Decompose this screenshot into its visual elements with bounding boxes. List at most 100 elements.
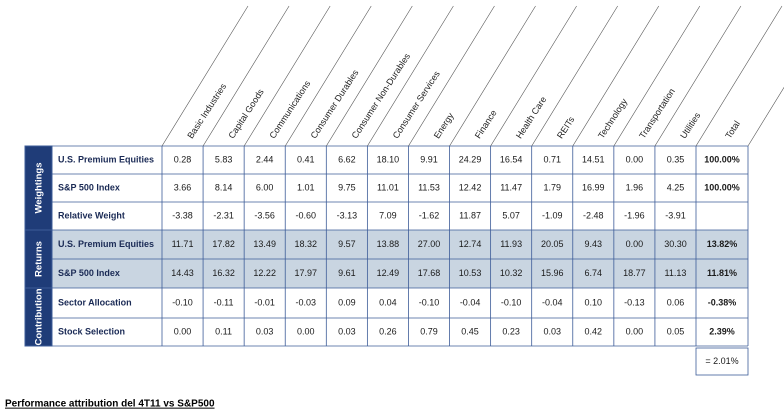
cell-value: 0.03 <box>338 326 356 336</box>
column-header: Transportation <box>637 87 677 141</box>
cell-value: 0.11 <box>215 326 232 336</box>
cell-value: -0.10 <box>172 297 193 307</box>
cell-value: 5.83 <box>215 154 233 164</box>
cell-value: -0.01 <box>254 297 275 307</box>
cell-value: 0.00 <box>174 326 192 336</box>
column-header: Basic Industries <box>185 81 228 140</box>
cell-value: 6.74 <box>585 268 603 278</box>
cell-value: -3.13 <box>337 210 358 220</box>
cell-value: 9.75 <box>338 182 356 192</box>
cell-value: 18.32 <box>295 239 318 249</box>
header-diagonal <box>284 5 372 147</box>
cell-value: 11.01 <box>377 182 399 192</box>
header-diagonal <box>531 5 618 147</box>
cell-value: 17.68 <box>418 268 441 278</box>
group-label: Contribution <box>34 288 45 345</box>
cell-value: 6.00 <box>256 182 274 192</box>
total-value: 2.39% <box>709 326 735 336</box>
column-header: Finance <box>473 108 499 140</box>
caption: Performance attribution del 4T11 vs S&P5… <box>5 399 215 410</box>
header-diagonal <box>572 5 660 147</box>
cell-value: 0.10 <box>585 297 603 307</box>
cell-value: 11.47 <box>500 182 522 192</box>
header-diagonal <box>367 5 454 147</box>
group-label: Weightings <box>34 162 45 213</box>
total-value: 13.82% <box>707 239 738 249</box>
cell-value: 0.00 <box>626 326 644 336</box>
cell-value: 13.88 <box>377 239 400 249</box>
column-header: Technology <box>596 96 629 140</box>
header-diagonal <box>243 5 331 147</box>
cell-value: 1.01 <box>297 182 315 192</box>
cell-value: 0.04 <box>379 297 397 307</box>
cell-value: 0.09 <box>338 297 356 307</box>
cell-value: 4.25 <box>667 182 685 192</box>
row-label: U.S. Premium Equities <box>58 154 154 164</box>
column-header: Capital Goods <box>226 87 266 141</box>
total-value: -0.38% <box>708 297 737 307</box>
cell-value: 10.53 <box>459 268 482 278</box>
column-header: Communications <box>267 78 312 140</box>
cell-value: 0.41 <box>297 154 315 164</box>
total-value: 100.00% <box>704 154 740 164</box>
cell-value: -1.62 <box>419 210 440 220</box>
cell-value: -3.91 <box>665 210 686 220</box>
cell-value: 16.99 <box>582 182 605 192</box>
cell-value: 5.07 <box>502 210 520 220</box>
cell-value: 11.53 <box>418 182 440 192</box>
cell-value: -0.10 <box>501 297 522 307</box>
cell-value: 1.79 <box>543 182 561 192</box>
total-value: 100.00% <box>704 182 740 192</box>
cell-value: -0.04 <box>542 297 563 307</box>
cell-value: 18.10 <box>377 154 400 164</box>
cell-value: -2.48 <box>583 210 604 220</box>
cell-value: 17.82 <box>212 239 235 249</box>
cell-value: 11.93 <box>500 239 522 249</box>
row-label: Relative Weight <box>58 210 125 220</box>
header-diagonal <box>161 5 249 147</box>
row-label: Stock Selection <box>58 326 125 336</box>
cell-value: 0.05 <box>667 326 685 336</box>
cell-value: 6.62 <box>338 154 356 164</box>
cell-value: 0.00 <box>626 239 644 249</box>
cell-value: 8.14 <box>215 182 233 192</box>
cell-value: 0.42 <box>585 326 603 336</box>
cell-value: 9.57 <box>338 239 356 249</box>
cell-value: 18.77 <box>623 268 646 278</box>
cell-value: -0.03 <box>296 297 317 307</box>
cell-value: 16.32 <box>212 268 235 278</box>
cell-value: 0.03 <box>256 326 274 336</box>
grand-total: = 2.01% <box>705 356 738 366</box>
cell-value: 15.96 <box>541 268 564 278</box>
cell-value: 30.30 <box>664 239 687 249</box>
column-header: Health Care <box>514 95 549 141</box>
cell-value: -0.10 <box>419 297 440 307</box>
cell-value: 12.42 <box>459 182 482 192</box>
cell-value: -3.38 <box>172 210 193 220</box>
cell-value: 17.97 <box>295 268 318 278</box>
cell-value: 0.71 <box>543 154 561 164</box>
cell-value: 0.26 <box>379 326 397 336</box>
cell-value: 9.91 <box>420 154 438 164</box>
cell-value: 12.49 <box>377 268 400 278</box>
group-label: Returns <box>34 241 45 277</box>
cell-value: 1.96 <box>626 182 644 192</box>
row-label: S&P 500 Index <box>58 268 120 278</box>
header-diagonal <box>747 86 784 147</box>
cell-value: 0.03 <box>543 326 561 336</box>
cell-value: 11.87 <box>459 210 481 220</box>
cell-value: -0.11 <box>214 297 234 307</box>
row-label: S&P 500 Index <box>58 182 120 192</box>
row-label: Sector Allocation <box>58 297 132 307</box>
cell-value: 14.43 <box>171 268 194 278</box>
column-header: Energy <box>432 111 456 141</box>
cell-value: 9.43 <box>585 239 603 249</box>
cell-value: 0.06 <box>667 297 685 307</box>
row-label: U.S. Premium Equities <box>58 239 154 249</box>
group-box <box>24 145 53 231</box>
cell-value: 16.54 <box>500 154 523 164</box>
grand-total-box <box>695 347 749 376</box>
header-diagonal <box>408 5 495 147</box>
total-value: 11.81% <box>707 268 737 278</box>
